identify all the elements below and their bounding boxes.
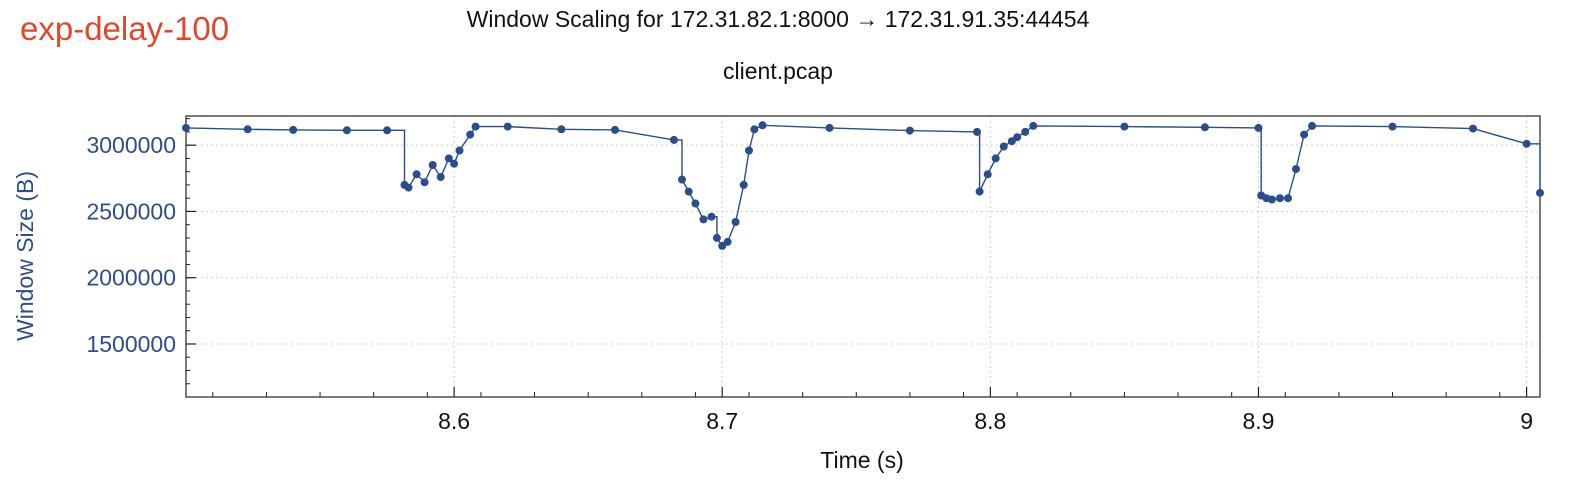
data-point xyxy=(557,125,566,134)
data-point xyxy=(1300,130,1309,139)
data-point xyxy=(975,187,984,196)
data-point xyxy=(1275,194,1284,203)
x-tick-label: 8.9 xyxy=(1242,408,1274,434)
data-point xyxy=(1388,122,1397,131)
x-tick-label: 8.8 xyxy=(974,408,1006,434)
data-point xyxy=(466,130,475,139)
data-point xyxy=(1292,165,1300,173)
data-point xyxy=(1536,188,1544,197)
data-point xyxy=(999,142,1008,151)
data-point xyxy=(1013,133,1022,142)
window-size-points xyxy=(182,121,1544,250)
data-point xyxy=(243,125,252,134)
data-point xyxy=(450,159,459,168)
window-size-line xyxy=(185,124,1541,247)
x-axis: 8.6 8.7 8.8 8.9 9 xyxy=(212,387,1533,434)
data-point xyxy=(1469,124,1477,133)
y-tick-label: 3000000 xyxy=(86,132,176,158)
data-point xyxy=(412,170,421,179)
data-point xyxy=(342,126,351,135)
data-point xyxy=(503,122,512,131)
data-point xyxy=(750,125,759,134)
data-point xyxy=(745,146,753,155)
data-point xyxy=(678,175,686,184)
data-point xyxy=(436,173,445,181)
data-point xyxy=(420,178,429,187)
data-point xyxy=(383,126,392,135)
y-axis-label: Window Size (B) xyxy=(12,171,38,341)
data-point xyxy=(758,121,767,130)
data-point xyxy=(289,125,298,134)
data-point xyxy=(1267,195,1276,204)
y-tick-label: 2500000 xyxy=(86,198,176,224)
data-point xyxy=(691,199,700,208)
data-point xyxy=(825,123,834,132)
data-point xyxy=(1120,122,1129,131)
data-point xyxy=(1284,194,1292,203)
data-point xyxy=(712,233,721,242)
chart-subtitle: client.pcap xyxy=(723,58,833,84)
data-point xyxy=(471,122,480,131)
data-point xyxy=(699,215,708,224)
data-point xyxy=(404,183,413,192)
chart-title: Window Scaling for 172.31.82.1:8000 → 17… xyxy=(466,6,1090,32)
y-tick-label: 2000000 xyxy=(86,265,176,291)
x-axis-label: Time (s) xyxy=(820,447,903,473)
data-point xyxy=(1200,123,1209,132)
data-point xyxy=(428,161,437,169)
data-point xyxy=(739,180,748,189)
data-point xyxy=(670,135,678,144)
x-tick-label: 9 xyxy=(1520,408,1533,434)
data-point xyxy=(731,218,740,226)
data-point xyxy=(1308,121,1317,130)
experiment-tag: exp-delay-100 xyxy=(20,10,230,47)
data-point xyxy=(684,187,693,196)
data-point xyxy=(182,123,190,132)
y-axis: 1500000 2000000 2500000 3000000 xyxy=(86,118,196,385)
data-point xyxy=(1021,127,1030,136)
grid-lines xyxy=(186,116,1540,397)
data-point xyxy=(973,127,981,136)
plot-frame xyxy=(185,115,1541,398)
y-tick-label: 1500000 xyxy=(86,331,176,357)
data-point xyxy=(707,212,716,221)
data-point xyxy=(611,125,619,134)
x-tick-label: 8.7 xyxy=(706,408,738,434)
x-tick-label: 8.6 xyxy=(438,408,470,434)
data-point xyxy=(991,154,1000,163)
data-point xyxy=(444,154,453,163)
data-point xyxy=(905,126,914,135)
data-point xyxy=(983,170,992,179)
data-point xyxy=(1254,123,1263,132)
data-point xyxy=(455,146,464,155)
data-point xyxy=(1029,121,1038,130)
data-point xyxy=(1522,139,1531,148)
data-point xyxy=(723,237,732,246)
